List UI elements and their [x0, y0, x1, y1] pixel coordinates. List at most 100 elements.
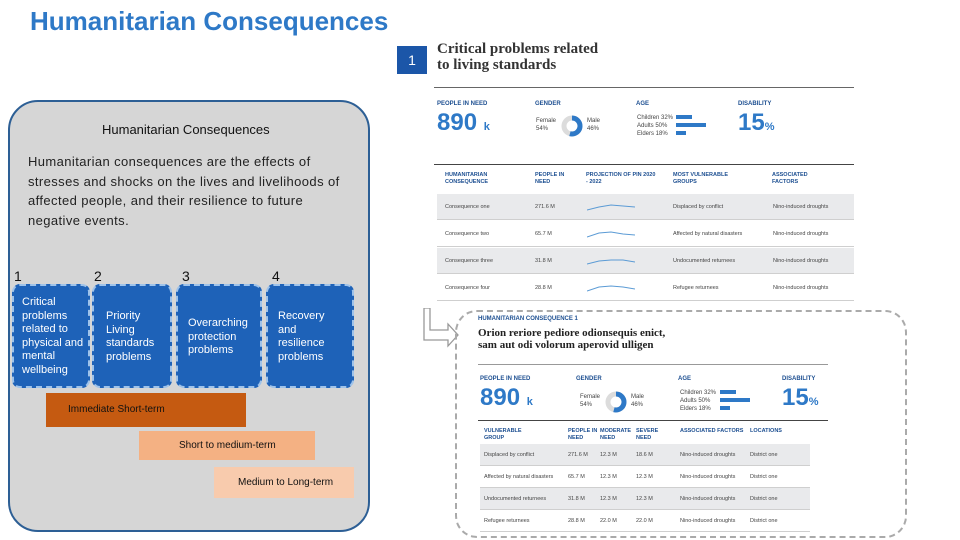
table2-header: PEOPLE IN NEED — [568, 428, 598, 441]
age-row: Children 32% — [680, 390, 717, 396]
table1-header: ASSOCIATED FACTORS — [772, 172, 808, 185]
cell: Refugee returnees — [484, 518, 530, 524]
table1-header: HUMANITARIAN CONSEQUENCE — [445, 172, 489, 185]
cell: 22.0 M — [600, 518, 617, 524]
category-box-4: Recovery and resilience problems — [266, 284, 354, 388]
callout-number: 1 — [397, 46, 427, 74]
disability-label: DISABILITY — [782, 376, 816, 382]
cell: Nino-induced droughts — [680, 452, 736, 458]
cell: 28.8 M — [535, 285, 552, 291]
sparkline — [587, 259, 635, 265]
disability-value: 15% — [738, 109, 774, 137]
cell: 22.0 M — [636, 518, 653, 524]
divider — [478, 420, 828, 421]
cell: 28.8 M — [568, 518, 585, 524]
cell: Nino-induced droughts — [680, 474, 736, 480]
cell: 12.3 M — [600, 452, 617, 458]
cell: District one — [750, 518, 778, 524]
cell: Affected by natural disasters — [673, 231, 743, 237]
cell: Consequence two — [445, 231, 490, 237]
age-bar — [720, 406, 730, 410]
cell: Consequence four — [445, 285, 490, 291]
table1-header: MOST VULNERABLE GROUPS — [673, 172, 728, 185]
age-row: Elders 18% — [680, 406, 711, 412]
cell: 12.3 M — [636, 474, 653, 480]
category-label: Critical problems related to physical an… — [22, 296, 84, 376]
table2-header: SEVERE NEED — [636, 428, 659, 441]
gender-label: GENDER — [535, 101, 561, 107]
disability-unit: % — [808, 396, 819, 408]
figure1-title: Critical problems related to living stan… — [437, 41, 598, 73]
table2-header: LOCATIONS — [750, 428, 782, 434]
timeframe-medium-long: Medium to Long-term — [214, 467, 354, 498]
category-label: Priority Living standards problems — [106, 310, 155, 363]
table1-header: PEOPLE IN NEED — [535, 172, 565, 185]
cell: Nino-induced droughts — [680, 518, 736, 524]
disability-label: DISABILITY — [738, 101, 772, 107]
panel-description: Humanitarian consequences are the effect… — [28, 154, 340, 228]
cell: Nino-induced droughts — [773, 285, 829, 291]
table2-header: MODERATE NEED — [600, 428, 632, 441]
cell: Consequence three — [445, 258, 494, 264]
table-row: Consequence two 65.7 M Affected by natur… — [437, 221, 854, 247]
table-row: Consequence one 271.6 M Displaced by con… — [437, 194, 854, 220]
category-box-1: Critical problems related to physical an… — [12, 284, 90, 388]
gender-label: GENDER — [576, 376, 602, 382]
pin-unit: k — [483, 121, 490, 133]
cell: District one — [750, 496, 778, 502]
timeframe-short-medium: Short to medium-term — [139, 431, 315, 460]
gender-donut-icon — [561, 115, 583, 137]
disability-number: 15 — [738, 109, 765, 136]
divider — [434, 87, 854, 88]
cell: Refugee returnees — [673, 285, 719, 291]
cell: District one — [750, 452, 778, 458]
figure1-title-line: Critical problems related — [437, 41, 599, 57]
table2-header: VULNERABLE GROUP — [484, 428, 522, 441]
category-number-2: 2 — [94, 268, 102, 284]
category-box-2: Priority Living standards problems — [92, 284, 172, 388]
cell: 18.6 M — [636, 452, 653, 458]
cell: 65.7 M — [568, 474, 585, 480]
timeframe-label: Medium to Long-term — [238, 477, 334, 488]
age-row: Elders 18% — [637, 131, 668, 137]
cell: 271.6 M — [568, 452, 588, 458]
category-box-3: Overarching protection problems — [176, 284, 262, 388]
pin-label: PEOPLE IN NEED — [480, 376, 531, 382]
male-text: Male 46% — [631, 394, 645, 408]
table-row: Consequence four 28.8 M Refugee returnee… — [437, 275, 854, 301]
figure2-title: Orion reriore pediore odionsequis enict,… — [478, 327, 665, 351]
pin-label: PEOPLE IN NEED — [437, 101, 488, 107]
connector-arrow-icon — [423, 308, 459, 348]
panel-heading: Humanitarian Consequences — [102, 122, 270, 137]
table-row: Displaced by conflict 271.6 M 12.3 M 18.… — [480, 444, 810, 466]
figure2-dashed-frame — [455, 310, 907, 538]
pin-value: 890 k — [480, 384, 533, 412]
timeframe-immediate: Immediate Short-term — [46, 393, 246, 427]
age-row: Adults 50% — [637, 123, 668, 129]
figure2-tag: HUMANITARIAN CONSEQUENCE 1 — [478, 316, 578, 322]
category-label: Overarching protection problems — [188, 317, 248, 356]
table-row: Refugee returnees 28.8 M 22.0 M 22.0 M N… — [480, 510, 810, 532]
cell: Displaced by conflict — [484, 452, 535, 458]
category-number-4: 4 — [272, 268, 280, 284]
figure1-title-line: to living standards — [437, 57, 557, 73]
gender-donut-icon — [605, 391, 627, 413]
category-label: Recovery and resilience problems — [278, 310, 325, 363]
disability-number: 15 — [782, 384, 809, 411]
cell: Nino-induced droughts — [773, 231, 829, 237]
table2-header: ASSOCIATED FACTORS — [680, 428, 744, 434]
pin-number: 890 — [437, 109, 478, 136]
pin-unit: k — [526, 396, 533, 408]
age-row: Adults 50% — [680, 398, 711, 404]
cell: Nino-induced droughts — [773, 204, 829, 210]
table1-header: PROJECTION OF PIN 2020 - 2022 — [586, 172, 656, 185]
pin-number: 890 — [480, 384, 521, 411]
cell: 31.8 M — [568, 496, 585, 502]
age-row: Children 32% — [637, 115, 674, 121]
timeframe-label: Immediate Short-term — [68, 404, 165, 415]
male-text: Male 46% — [587, 118, 601, 132]
cell: Consequence one — [445, 204, 490, 210]
cell: Undocumented returnees — [484, 496, 547, 502]
figure2-title-line: sam aut odi volorum aperovid ulligen — [478, 339, 654, 351]
cell: 12.3 M — [636, 496, 653, 502]
